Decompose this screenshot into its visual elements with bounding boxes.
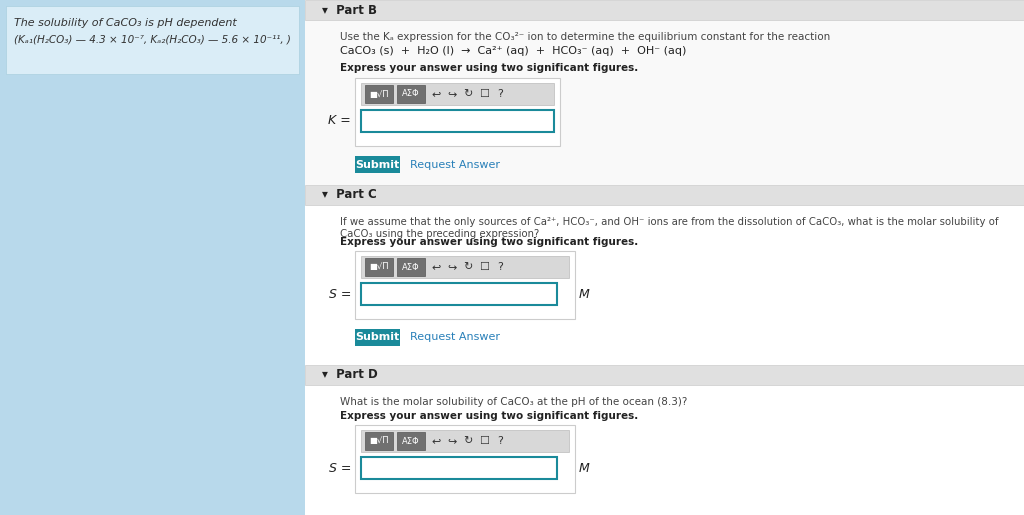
Text: What is the molar solubility of CaCO₃ at the pH of the ocean (8.3)?: What is the molar solubility of CaCO₃ at… <box>340 397 687 407</box>
Bar <box>305 185 1024 205</box>
Text: ?: ? <box>497 436 503 446</box>
Bar <box>365 432 393 450</box>
Text: CaCO₃ (s)  +  H₂O (l)  →  Ca²⁺ (aq)  +  HCO₃⁻ (aq)  +  OH⁻ (aq): CaCO₃ (s) + H₂O (l) → Ca²⁺ (aq) + HCO₃⁻ … <box>340 46 686 56</box>
Text: ↩: ↩ <box>431 262 440 272</box>
Bar <box>397 85 425 103</box>
Text: M: M <box>579 287 590 300</box>
Bar <box>361 283 557 305</box>
Bar <box>305 205 1024 370</box>
Text: ☐: ☐ <box>479 89 489 99</box>
Text: AΣΦ: AΣΦ <box>402 90 420 98</box>
Text: ▾  Part C: ▾ Part C <box>322 188 377 201</box>
Bar <box>355 329 400 346</box>
Bar <box>361 83 554 105</box>
Bar <box>361 457 557 479</box>
Text: Use the Kₐ expression for the CO₃²⁻ ion to determine the equilibrium constant fo: Use the Kₐ expression for the CO₃²⁻ ion … <box>340 32 830 42</box>
Bar <box>0 0 305 515</box>
Text: Express your answer using two significant figures.: Express your answer using two significan… <box>340 237 638 247</box>
Text: ↩: ↩ <box>431 89 440 99</box>
Text: Submit: Submit <box>355 160 399 169</box>
Text: ■√Π: ■√Π <box>370 90 389 98</box>
Text: ☐: ☐ <box>479 262 489 272</box>
Bar <box>365 258 393 276</box>
Text: ↻: ↻ <box>463 436 473 446</box>
Bar <box>397 432 425 450</box>
Text: S =: S = <box>329 461 351 474</box>
Text: S =: S = <box>329 287 351 300</box>
Text: K =: K = <box>329 114 351 128</box>
Text: The solubility of CaCO₃ is pH dependent: The solubility of CaCO₃ is pH dependent <box>14 18 237 28</box>
Text: ↪: ↪ <box>447 89 457 99</box>
Text: ?: ? <box>497 89 503 99</box>
Text: ↪: ↪ <box>447 436 457 446</box>
Text: (Kₐ₁(H₂CO₃) — 4.3 × 10⁻⁷, Kₐ₂(H₂CO₃) — 5.6 × 10⁻¹¹, ): (Kₐ₁(H₂CO₃) — 4.3 × 10⁻⁷, Kₐ₂(H₂CO₃) — 5… <box>14 34 291 44</box>
Bar <box>355 425 575 493</box>
Bar <box>361 110 554 132</box>
Text: Express your answer using two significant figures.: Express your answer using two significan… <box>340 411 638 421</box>
Bar <box>305 20 1024 185</box>
Text: AΣΦ: AΣΦ <box>402 263 420 271</box>
Text: ☐: ☐ <box>479 436 489 446</box>
Text: Request Answer: Request Answer <box>410 160 500 169</box>
Text: ↪: ↪ <box>447 262 457 272</box>
Text: Express your answer using two significant figures.: Express your answer using two significan… <box>340 63 638 73</box>
Bar <box>305 0 1024 20</box>
Text: If we assume that the only sources of Ca²⁺, HCO₃⁻, and OH⁻ ions are from the dis: If we assume that the only sources of Ca… <box>340 217 998 238</box>
Bar <box>355 156 400 173</box>
Bar <box>6 6 299 74</box>
Text: ↻: ↻ <box>463 89 473 99</box>
Bar <box>355 78 560 146</box>
Text: ■√Π: ■√Π <box>370 437 389 445</box>
Text: ■√Π: ■√Π <box>370 263 389 271</box>
Bar <box>361 256 569 278</box>
Text: M: M <box>579 461 590 474</box>
Text: ↻: ↻ <box>463 262 473 272</box>
Text: AΣΦ: AΣΦ <box>402 437 420 445</box>
Text: ?: ? <box>497 262 503 272</box>
Text: ↩: ↩ <box>431 436 440 446</box>
Text: ▾  Part B: ▾ Part B <box>322 4 377 16</box>
Bar <box>355 251 575 319</box>
Text: ▾  Part D: ▾ Part D <box>322 369 378 382</box>
Text: Submit: Submit <box>355 333 399 342</box>
Bar <box>397 258 425 276</box>
Text: Request Answer: Request Answer <box>410 333 500 342</box>
Bar <box>305 385 1024 515</box>
Bar <box>365 85 393 103</box>
Bar <box>361 430 569 452</box>
Bar <box>305 0 1024 515</box>
Bar <box>305 365 1024 385</box>
